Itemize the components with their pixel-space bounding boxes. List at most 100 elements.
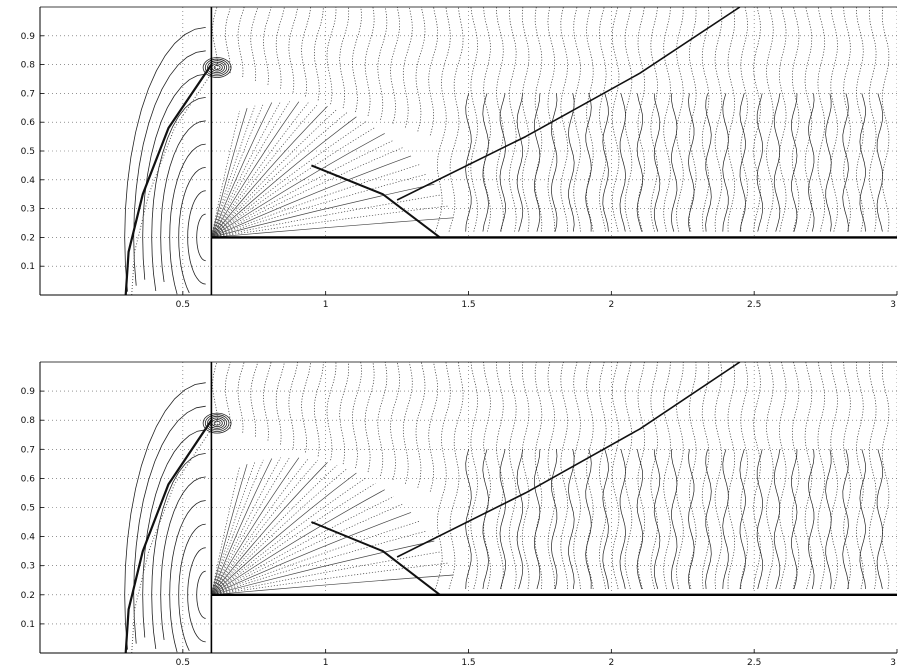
downstream-contour — [876, 449, 884, 590]
contour-line — [650, 362, 658, 590]
contour-line — [435, 362, 451, 590]
y-tick-label: 0.1 — [21, 262, 35, 272]
downstream-contour — [756, 93, 764, 232]
fan-contour — [211, 101, 290, 238]
fan-contour — [211, 540, 435, 596]
contour-line — [868, 362, 877, 590]
bow-shock — [124, 419, 213, 653]
downstream-contour — [859, 93, 866, 232]
downstream-contour — [653, 93, 661, 232]
contour-line — [390, 362, 400, 480]
contour-line — [435, 7, 451, 232]
vortex-contour — [209, 417, 225, 429]
contour-line — [663, 362, 671, 590]
fan-contour — [211, 503, 403, 596]
downstream-contour — [722, 449, 729, 590]
reflected-shock-upper — [396, 362, 741, 558]
x-tick-label: 2 — [608, 300, 614, 310]
contour-line — [534, 362, 543, 590]
subsonic-contour — [187, 547, 206, 643]
contour-line — [611, 362, 620, 590]
fan-contour — [211, 103, 319, 238]
subsonic-contour — [196, 213, 206, 262]
contour-line — [791, 362, 800, 590]
fan-contour — [211, 464, 248, 595]
contour-line — [599, 7, 607, 232]
fan-contour — [211, 457, 281, 595]
bow-shock-echo — [131, 419, 218, 653]
downstream-contour — [585, 449, 592, 590]
contour-line — [224, 362, 231, 429]
fan-contour — [211, 106, 328, 238]
contour-line — [830, 362, 838, 590]
contour-line — [364, 7, 375, 116]
fan-contour — [211, 512, 412, 596]
downstream-contour — [602, 93, 609, 232]
step-block — [211, 237, 897, 295]
fan-contour — [211, 574, 454, 596]
fan-contour — [211, 183, 435, 238]
downstream-contour — [842, 449, 849, 590]
contour-line — [637, 7, 646, 232]
vortex-contour — [204, 58, 230, 77]
bow-shock — [124, 63, 213, 295]
y-tick-label: 0.6 — [21, 474, 36, 484]
subsonic-contour — [187, 190, 206, 285]
fan-contour — [211, 530, 428, 596]
vortex-contour — [202, 57, 232, 78]
y-tick-label: 0.7 — [21, 89, 35, 99]
fan-contour — [211, 194, 442, 238]
contour-line — [804, 7, 813, 232]
y-tick-label: 0.3 — [21, 205, 35, 215]
fan-contour — [211, 457, 300, 595]
contour-line — [415, 362, 426, 488]
downstream-contour — [636, 93, 644, 232]
contour-line — [402, 7, 413, 128]
downstream-contour — [499, 449, 506, 590]
contour-panel-top: 0.1 0.2 0.3 0.4 0.5 0.6 0.7 0.8 0.9 0.5 1 1.5 2 2.5 3 — [21, 6, 898, 310]
contour-line — [301, 362, 311, 453]
contour-line — [586, 362, 594, 590]
downstream-contour — [482, 449, 489, 590]
contour-line — [753, 7, 761, 232]
x-tick-label: 3 — [890, 658, 896, 668]
fan-contour — [211, 461, 256, 595]
x-tick-label: 2.5 — [747, 658, 761, 668]
contour-line — [448, 7, 464, 232]
downstream-contour — [568, 449, 575, 590]
downstream-contour — [859, 449, 866, 590]
contour-panel-bottom: 0.1 0.2 0.3 0.4 0.5 0.6 0.7 0.8 0.9 0.5 1 1.5 2 2.5 3 — [21, 361, 898, 668]
contour-line — [547, 362, 556, 590]
fan-contour — [211, 457, 290, 595]
downstream-contour — [465, 449, 472, 590]
contour-line — [352, 7, 362, 113]
downstream-contour — [619, 449, 626, 590]
subsonic-contour — [151, 453, 206, 649]
contour-line — [364, 362, 375, 473]
contour-line — [624, 7, 633, 232]
x-tick-label: 1 — [323, 300, 329, 310]
fan-contour — [211, 155, 412, 238]
downstream-contour — [791, 449, 798, 590]
contour-line — [778, 7, 787, 232]
fan-contour — [211, 102, 273, 238]
vortex-contour — [202, 412, 232, 434]
subsonic-contour — [142, 429, 206, 638]
contour-line — [470, 362, 478, 590]
downstream-contour — [705, 449, 712, 590]
subsonic-contour — [124, 27, 206, 292]
contour-line — [390, 7, 400, 124]
contour-line — [483, 362, 491, 590]
downstream-contour — [482, 93, 489, 232]
downstream-contour — [842, 93, 849, 232]
subsonic-contour — [142, 73, 206, 280]
contour-line — [428, 7, 439, 136]
fan-contour — [211, 126, 376, 238]
downstream-contour — [739, 93, 746, 232]
fan-contour — [211, 520, 420, 596]
downstream-contour — [670, 449, 678, 590]
contour-line — [288, 7, 298, 93]
downstream-contour — [773, 449, 781, 590]
downstream-contour — [773, 93, 781, 232]
fan-contour — [211, 102, 309, 238]
